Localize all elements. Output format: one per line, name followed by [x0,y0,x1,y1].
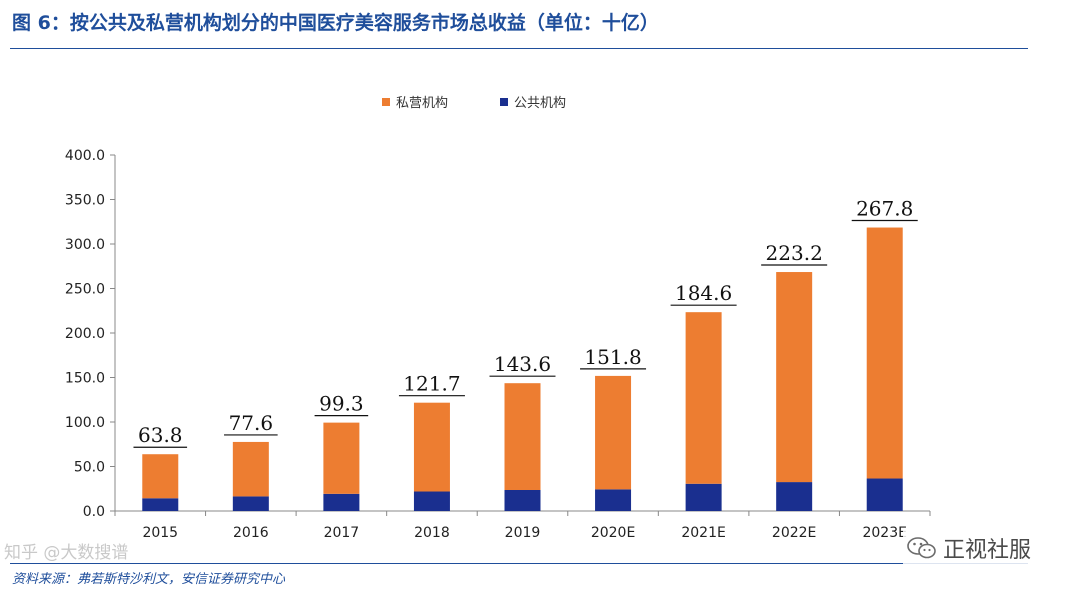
bar-public [776,482,813,511]
bar-private [595,375,632,490]
bar-private [504,383,541,490]
y-tick-label: 250.0 [65,282,105,298]
total-value-label: 143.6 [494,352,551,376]
total-value-label: 184.6 [675,281,732,305]
bar-public [232,496,269,511]
total-value-label: 121.7 [403,372,460,396]
y-tick-label: 200.0 [65,326,105,342]
bar-private [232,441,269,497]
x-tick-label: 2017 [324,525,360,541]
x-tick-label: 2022E [772,525,816,541]
y-tick-label: 150.0 [65,371,105,387]
x-tick-label: 2019 [505,525,541,541]
legend-label: 私营机构 [396,96,448,111]
bar-public [866,478,903,511]
y-tick-label: 350.0 [65,193,105,209]
legend-label: 公共机构 [514,96,566,111]
source-note: 资料来源：弗若斯特沙利文，安信证券研究中心 [12,572,286,587]
wechat-icon [907,536,937,560]
zhihu-watermark: 知乎 @大数搜谱 [4,543,129,563]
bar-private [323,422,360,494]
y-tick-label: 50.0 [74,460,105,476]
total-value-label: 99.3 [319,392,364,416]
bar-public [323,493,360,511]
wechat-brand: 正视社服 [903,530,1036,566]
title-divider [10,48,1028,49]
legend-swatch [500,98,508,106]
legend-swatch [382,98,390,106]
brand-name: 正视社服 [943,538,1032,563]
bar-private [866,227,903,479]
bar-public [685,483,722,511]
bar-private [685,312,722,484]
x-tick-label: 2020E [591,525,635,541]
total-value-label: 77.6 [229,411,274,435]
bar-private [413,402,450,492]
total-value-label: 223.2 [766,241,823,265]
bar-public [413,491,450,511]
total-value-label: 63.8 [138,423,183,447]
bar-public [142,498,179,511]
y-tick-label: 100.0 [65,415,105,431]
x-tick-label: 2015 [142,525,178,541]
x-tick-label: 2021E [681,525,725,541]
x-tick-label: 2023E [862,525,906,541]
footer-divider [10,563,1028,564]
total-value-label: 267.8 [856,197,913,221]
x-tick-label: 2016 [233,525,269,541]
y-tick-label: 300.0 [65,237,105,253]
y-tick-label: 0.0 [83,504,105,520]
bar-public [595,489,632,511]
bar-public [504,489,541,511]
bar-private [776,272,813,483]
y-tick-label: 400.0 [65,148,105,164]
x-tick-label: 2018 [414,525,450,541]
figure-title: 图 6：按公共及私营机构划分的中国医疗美容服务市场总收益（单位：十亿） [12,12,659,34]
total-value-label: 151.8 [584,345,641,369]
bar-private [142,454,179,499]
